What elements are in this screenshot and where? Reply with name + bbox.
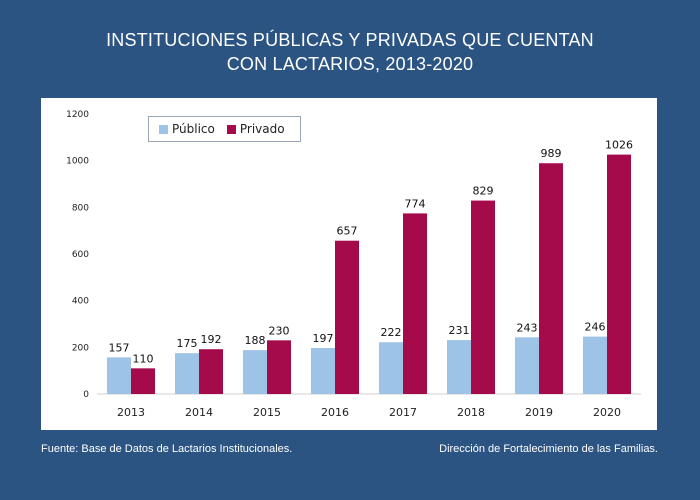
bar-privado xyxy=(607,154,631,394)
y-tick-label: 600 xyxy=(72,250,89,260)
x-category-label: 2015 xyxy=(253,406,281,419)
legend: Público Privado xyxy=(148,116,301,142)
source-note: Fuente: Base de Datos de Lactarios Insti… xyxy=(41,443,293,455)
bar-privado xyxy=(267,340,291,394)
legend-swatch-publico xyxy=(159,124,168,134)
y-tick-label: 1000 xyxy=(66,157,89,167)
y-tick-label: 800 xyxy=(72,203,89,213)
x-category-label: 2014 xyxy=(185,406,213,419)
y-tick-label: 200 xyxy=(72,343,89,353)
bar-publico xyxy=(243,350,267,394)
bar-privado xyxy=(471,200,495,394)
x-category-label: 2016 xyxy=(321,406,349,419)
credit-note: Dirección de Fortalecimiento de las Fami… xyxy=(439,443,658,455)
bar-privado xyxy=(403,213,427,394)
bar-publico xyxy=(515,337,539,394)
y-tick-label: 1200 xyxy=(66,110,89,120)
data-label-publico: 157 xyxy=(109,341,130,354)
chart-title-line-1: INSTITUCIONES PÚBLICAS Y PRIVADAS QUE CU… xyxy=(106,30,594,50)
data-label-publico: 175 xyxy=(177,337,198,350)
x-category-label: 2018 xyxy=(457,406,485,419)
bar-publico xyxy=(447,340,471,394)
legend-item-publico: Público xyxy=(159,122,215,136)
bar-privado xyxy=(131,368,155,394)
data-label-privado: 774 xyxy=(405,197,426,210)
bar-publico xyxy=(379,342,403,394)
bar-privado xyxy=(335,240,359,394)
data-label-privado: 657 xyxy=(337,225,358,238)
bar-publico xyxy=(583,336,607,394)
data-label-publico: 246 xyxy=(585,321,606,334)
data-label-privado: 192 xyxy=(201,333,222,346)
x-category-label: 2013 xyxy=(117,406,145,419)
bar-publico xyxy=(175,353,199,394)
legend-label-privado: Privado xyxy=(239,122,285,136)
y-tick-label: 0 xyxy=(83,390,89,400)
x-category-label: 2020 xyxy=(593,406,621,419)
data-label-publico: 188 xyxy=(245,334,266,347)
data-label-privado: 829 xyxy=(473,185,494,198)
bar-publico xyxy=(107,357,131,394)
data-label-privado: 230 xyxy=(269,324,290,337)
data-label-publico: 243 xyxy=(517,321,538,334)
legend-item-privado: Privado xyxy=(226,122,285,136)
legend-swatch-privado xyxy=(226,124,236,134)
bar-privado xyxy=(539,163,563,394)
bar-privado xyxy=(199,349,223,394)
chart-title: INSTITUCIONES PÚBLICAS Y PRIVADAS QUE CU… xyxy=(0,28,700,76)
x-category-label: 2017 xyxy=(389,406,417,419)
chart-panel: 0 200 400 600 800 1000 1200 157 110 2013 175 192 201… xyxy=(41,98,657,430)
x-category-label: 2019 xyxy=(525,406,553,419)
data-label-privado: 1026 xyxy=(605,139,633,152)
data-label-privado: 110 xyxy=(133,352,154,365)
chart-title-line-2: CON LACTARIOS, 2013-2020 xyxy=(226,54,474,74)
y-tick-label: 400 xyxy=(72,297,89,307)
data-label-privado: 989 xyxy=(541,147,562,160)
legend-label-publico: Público xyxy=(172,122,215,136)
data-label-publico: 222 xyxy=(381,326,402,339)
data-label-publico: 197 xyxy=(313,332,334,345)
data-label-publico: 231 xyxy=(449,324,470,337)
bar-publico xyxy=(311,348,335,394)
